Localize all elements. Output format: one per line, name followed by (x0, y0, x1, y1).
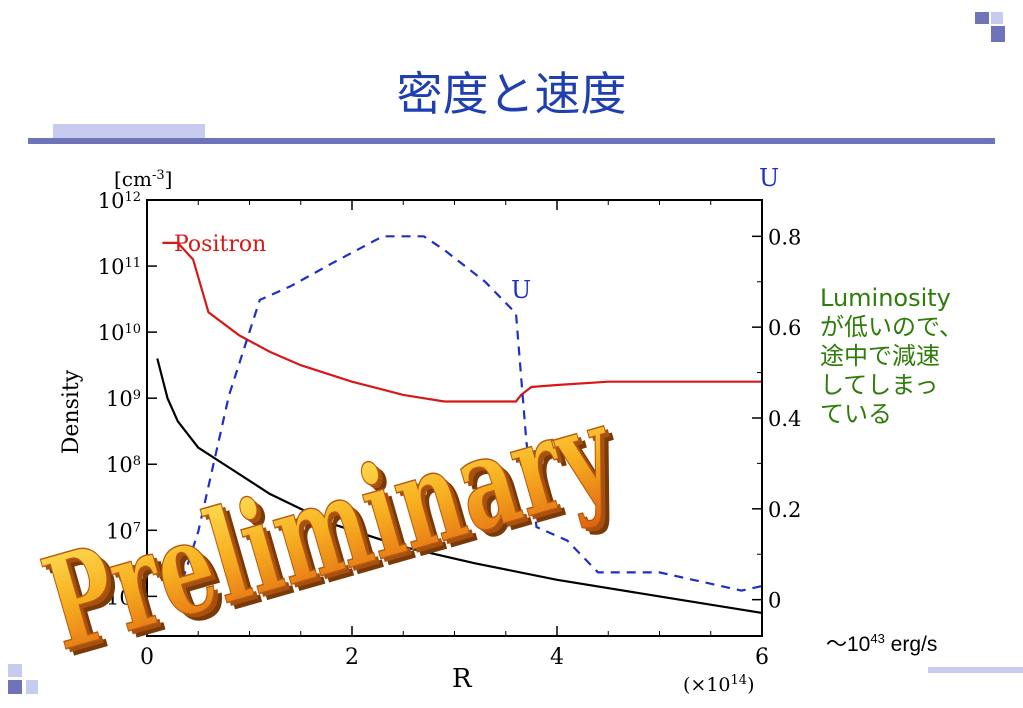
x-tick-label: 4 (550, 645, 564, 670)
title-accent-bar (53, 124, 205, 138)
left-axis-label: Density (59, 369, 84, 454)
x-tick-label: 2 (345, 645, 359, 670)
note-line: してしまっ (820, 371, 939, 399)
right-tick-label: 0.4 (768, 407, 801, 431)
right-axis-label: U (759, 164, 779, 192)
x-axis-label: R (452, 664, 473, 694)
series-line-1 (176, 235, 763, 596)
corner-deco-top-right (975, 12, 1005, 42)
note-line: ている (820, 400, 892, 428)
footer-rule (928, 667, 1023, 673)
right-tick-label: 0.8 (768, 225, 801, 249)
note-line: 途中で減速 (820, 342, 940, 370)
left-tick-label: 109 (106, 387, 141, 411)
note-line: Luminosity (820, 284, 951, 312)
left-tick-label: 107 (106, 519, 141, 543)
left-tick-label: 1011 (98, 255, 141, 279)
slide-title: 密度と速度 (396, 67, 627, 121)
series-line-0 (162, 241, 762, 403)
x-tick-label: 0 (140, 645, 154, 670)
right-tick-label: 0.2 (768, 498, 801, 522)
note-line: が低いので、 (820, 313, 964, 341)
u-annotation: U (511, 276, 531, 304)
preliminary-watermark: Preliminary Preliminary Preliminary (28, 373, 639, 685)
x-axis-multiplier: (×1014) (683, 673, 754, 697)
right-tick-label: 0.6 (768, 316, 801, 340)
left-tick-label: 1010 (98, 321, 141, 345)
luminosity-exp: 43 (870, 631, 885, 646)
left-axis-unit: [cm-3] (114, 167, 172, 191)
left-tick-label: 1012 (98, 189, 141, 213)
series-line-2 (156, 358, 763, 614)
x-tick-label: 6 (755, 645, 769, 670)
svg-text:Preliminary: Preliminary (29, 374, 631, 679)
left-tick-label: 106 (106, 585, 141, 609)
luminosity-prefix: ～10 (826, 633, 871, 656)
luminosity-value: ～1043 erg/s (826, 628, 937, 658)
right-tick-label: 0 (768, 589, 781, 613)
luminosity-unit: erg/s (884, 633, 938, 656)
positron-annotation: Positron (174, 232, 266, 257)
corner-deco-bottom-left (8, 664, 38, 694)
left-tick-label: 108 (106, 453, 141, 477)
title-rule (28, 138, 995, 144)
luminosity-note: Luminosity が低いので、 途中で減速 してしまっ ている (820, 284, 1020, 429)
